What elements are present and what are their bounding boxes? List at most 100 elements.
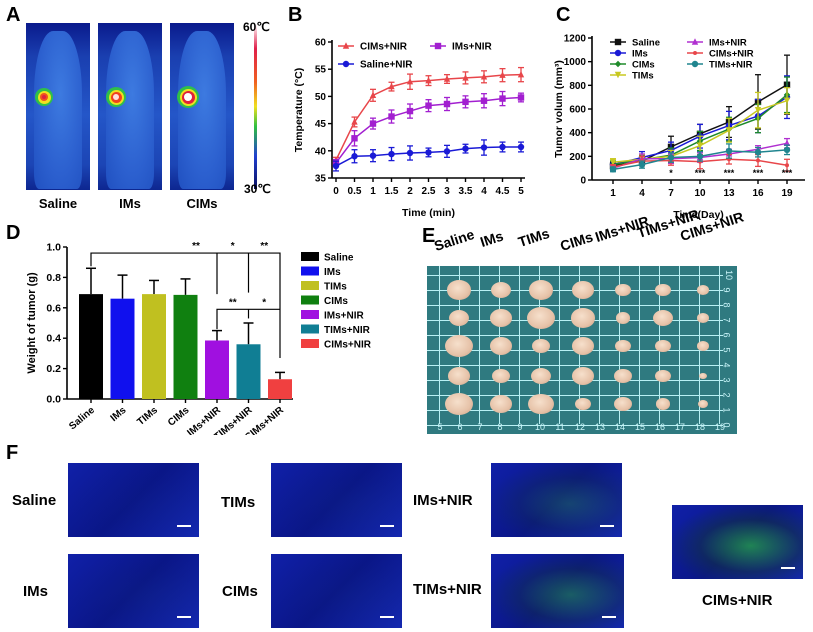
scale-bar [177,616,191,618]
ruler-number: 12 [574,422,585,432]
data-point [388,150,395,158]
ruler-number: 5 [721,347,732,353]
ruler-number: 14 [614,422,625,432]
bar-ims-nir [205,340,229,399]
x-tick-label: 1 [610,188,616,199]
bar-cims-nir [268,379,292,399]
x-tick-label: 3 [444,186,450,197]
data-point [517,70,525,78]
ruler-number: 10 [724,269,735,281]
scale-bar [602,616,616,618]
grid-line [427,335,723,336]
scale-bar [380,616,394,618]
ruler-number: 11 [555,422,565,432]
ruler-number: 13 [594,422,605,432]
tumor-specimen [614,396,632,412]
panel-letter-e: E [422,225,436,247]
legend-label: CIMs [632,60,655,71]
tumor-specimen [491,282,511,298]
tumor-group-label: IMs [478,227,506,250]
data-point [638,161,646,168]
significance-label: ** [260,241,268,252]
grid-line [427,275,723,276]
legend-label: CIMs [324,296,348,307]
bar-saline [79,294,103,399]
colorbar-min-label: 30℃ [244,182,271,196]
significance-label: * [262,297,266,308]
data-point [609,159,617,166]
temperature-colorbar [254,24,257,189]
legend-label: CIMs+NIR [360,42,408,53]
y-tick-label: 0 [580,176,586,187]
scale-bar [600,525,614,527]
significance-annotation: *** [695,168,706,178]
x-tick-label: Saline [67,405,97,433]
grid-line [639,266,640,424]
ruler-number: 3 [721,377,732,383]
x-axis-label: Time (min) [402,207,455,219]
x-tick-label: 2.5 [422,186,436,197]
ruler-number: 9 [721,287,732,293]
data-point [406,78,414,85]
ruler-number: 16 [654,422,665,432]
tumor-specimen [615,339,631,353]
x-tick-label: 2 [407,186,413,197]
fluorescence-image-label: TIMs+NIR [413,581,482,598]
data-point [425,149,432,156]
data-point [351,135,358,142]
y-axis-label: Temperature (°C) [293,68,305,153]
legend-swatch [301,266,319,276]
legend-marker [693,51,697,55]
data-point [351,153,358,160]
tumor-specimen [532,338,550,354]
ruler-number: 19 [714,422,725,432]
y-tick-label: 1000 [564,57,587,68]
data-point [443,75,451,82]
tumor-specimen [572,367,594,385]
tumor-specimen [697,341,709,351]
y-tick-label: 0.2 [46,363,61,375]
bar-tims-nir [236,344,261,399]
thermal-image-label: CIMs [186,196,218,211]
data-point [369,91,377,99]
legend-marker [342,42,350,49]
thermal-image-label: IMs [119,196,141,211]
data-point [480,73,488,80]
y-tick-label: 800 [569,81,586,92]
legend-label: TIMs [632,71,654,82]
tumor-specimen [572,337,594,355]
significance-label: * [231,241,235,252]
y-tick-label: 0.4 [46,333,61,345]
grid-line [599,266,600,424]
ruler-number: 8 [497,422,503,432]
heat-spot [42,95,46,99]
mouse-silhouette [34,31,82,189]
chart-c-tumor-volume: 0 200 400 600 800 1000 1200 1 4 7 10 13 16 19 Time(Day… [553,34,805,221]
x-tick-label: 4.5 [496,186,510,197]
series-saline-nir [332,139,525,172]
tumor-specimen [616,312,630,324]
legend-label: CIMs+NIR [709,49,754,60]
tumor-photo-board: 5 6 7 8 9 10 11 12 13 14 15 16 17 18 19 10 9 8 7 6 5 4 3 2 1 0 [427,266,737,434]
tumor-group-label: CIMs [558,228,595,254]
y-tick-label: 35 [315,174,327,185]
fluorescence-image-tims-nir [491,554,624,628]
bar-cims [173,294,198,399]
x-tick-label: 0 [333,186,339,197]
legend-label: IMs [632,49,648,60]
grid-line [427,410,723,411]
fluorescence-image-label: Saline [12,492,57,509]
tumor-specimen [490,337,512,355]
grid-line [559,266,560,424]
legend-label: IMs+NIR [709,38,747,49]
data-point [725,127,733,134]
tumor-specimen [490,309,512,327]
y-tick-label: 55 [315,65,327,76]
significance-label: ** [192,241,200,252]
heat-spot [184,93,192,101]
legend-label: TIMs+NIR [324,325,371,336]
grid-line [427,425,723,426]
tumor-specimen [655,339,671,353]
legend-swatch [301,310,319,319]
ruler-number: 1 [721,407,732,413]
